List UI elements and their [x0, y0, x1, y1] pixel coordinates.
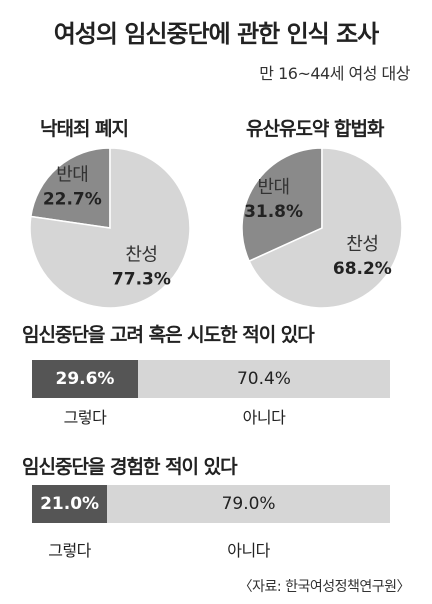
bar-1-no-value: 70.4% — [236, 369, 291, 389]
pie-2-slice-0-label: 반대 — [257, 177, 289, 198]
bar-2-no-value: 79.0% — [221, 494, 276, 514]
bar-1-title: 임신중단을 고려 혹은 시도한 적이 있다 — [22, 324, 315, 346]
pie-1-slice-0-value: 22.7% — [43, 189, 102, 209]
bar-2-no-category: 아니다 — [227, 541, 270, 560]
bar-2-yes-segment — [32, 485, 108, 523]
page-title: 여성의 임신중단에 관한 인식 조사 — [53, 20, 380, 48]
bar-1-yes-category: 그렇다 — [63, 408, 107, 427]
bar-1-yes-segment — [32, 360, 138, 398]
pie-1-slice-0-label: 반대 — [56, 164, 88, 185]
bar-2-title: 임신중단을 경험한 적이 있다 — [22, 456, 238, 478]
pie-2-slice-0 — [241, 147, 323, 263]
pie-2-slice-1 — [248, 147, 403, 309]
pie-2-title: 유산유도약 합법화 — [246, 118, 384, 140]
page-subtitle: 만 16~44세 여성 대상 — [259, 64, 410, 83]
bar-2-track: 21.0% 79.0% — [32, 485, 390, 523]
bar-1-track: 29.6% 70.4% — [32, 360, 390, 398]
pie-1-title: 낙태죄 폐지 — [40, 118, 129, 140]
pie-2-slice-1-label: 찬성 — [346, 234, 378, 255]
bar-2-yes-value: 21.0% — [40, 494, 100, 514]
pie-1-slice-1 — [29, 147, 191, 309]
source-note: 〈자료: 한국여성정책연구원〉 — [238, 579, 411, 595]
pie-1-slice-0 — [29, 147, 111, 229]
pie-2-slice-1-value: 68.2% — [333, 259, 392, 279]
pie-2-chart: 반대 31.8% 찬성 68.2% — [241, 147, 403, 309]
pie-1-slice-1-label: 찬성 — [125, 244, 157, 265]
pie-1-slice-1-value: 77.3% — [112, 269, 171, 289]
bar-1-no-category: 아니다 — [242, 408, 286, 427]
bar-2-yes-category: 그렇다 — [48, 541, 91, 560]
bar-1-yes-value: 29.6% — [55, 369, 115, 389]
pie-2-slice-0-value: 31.8% — [244, 202, 303, 222]
pie-1-chart: 반대 22.7% 찬성 77.3% — [29, 147, 191, 309]
